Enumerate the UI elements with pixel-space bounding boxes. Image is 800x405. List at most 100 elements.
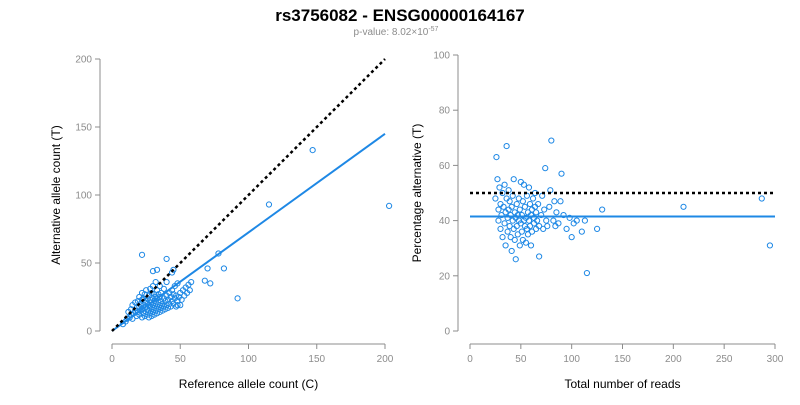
right-x-tick-label: 200 [665,354,682,365]
left-y-tick-label: 100 [75,191,92,202]
left-x-axis-label: Reference allele count (C) [179,377,318,391]
right-data-point [495,206,502,213]
right-data-point [504,228,511,235]
right-data-point [526,200,534,208]
right-x-tick-label: 250 [716,354,733,365]
right-data-point [513,200,520,208]
right-data-point [560,211,567,219]
right-data-point [520,181,527,188]
right-data-point [573,217,580,224]
right-data-point [518,211,525,219]
right-data-point [500,203,507,210]
left-data-point [234,295,241,302]
left-data-point [174,280,181,287]
left-data-point [174,302,181,309]
right-data-point [501,181,508,188]
right-data-point [541,206,548,213]
right-data-point [521,203,529,210]
left-y-axis-label: Alternative allele count (T) [49,125,63,264]
right-data-point [551,198,558,205]
right-data-point [508,247,515,255]
p-value-prefix: p-value: 8.02×10 [354,27,429,38]
left-data-point [160,285,167,292]
right-data-point [680,203,687,210]
right-data-point [503,142,510,150]
right-data-point [515,195,522,202]
chart-title: rs3756082 - ENSG00000164167 [275,6,525,25]
allele-count-plot: 0 50 100 150 200 0 50 100 150 200 Reference allele… [49,55,394,392]
left-data-point [215,250,222,257]
right-data-point [543,217,550,224]
left-y-tick-label: 50 [81,259,93,270]
left-data-point [173,303,180,310]
right-data-point [557,198,564,205]
left-x-tick-label: 50 [175,354,187,365]
left-y-tick-label: 0 [86,327,92,338]
right-data-point [534,217,541,224]
right-data-point [516,206,523,213]
left-data-point [201,277,208,284]
right-y-tick-label: 60 [439,161,451,172]
right-x-tick-label: 0 [467,354,473,365]
right-data-point [553,209,560,216]
left-data-point [174,297,181,305]
right-data-point [758,195,765,202]
left-data-point [309,147,316,154]
left-data-point [385,202,393,209]
right-data-point [566,214,573,221]
left-data-point [170,266,177,273]
right-data-point [563,225,570,232]
right-data-point [558,170,565,177]
right-y-tick-label: 20 [439,271,451,282]
right-y-axis-label: Percentage alternative (T) [410,124,424,263]
right-y-tick-label: 0 [444,327,450,338]
right-data-point [507,211,514,219]
right-y-tick-label: 100 [433,51,450,62]
left-data-point [204,265,211,272]
right-data-point [538,211,545,219]
right-data-point [510,176,517,183]
right-data-point [540,225,547,232]
right-data-point [495,217,502,224]
right-data-point [593,225,601,232]
left-data-point [188,278,195,286]
right-data-point [513,223,520,230]
right-data-point [578,228,585,235]
right-data-point [492,195,499,202]
left-data-point [153,266,161,273]
right-data-point [536,253,543,260]
right-data-point [599,206,606,213]
percentage-plot: 0 50 100 150 200 250 300 0 20 40 60 80 100 Total numb… [410,51,784,392]
right-data-point [518,228,525,235]
right-data-point [501,220,508,227]
right-data-point [536,223,543,230]
right-data-point [497,225,504,232]
left-data-point [177,302,184,309]
right-data-point [529,195,537,202]
right-data-point [528,228,536,235]
left-data-point [143,287,150,294]
right-data-point [532,209,540,216]
right-data-point [546,203,553,210]
right-data-point [511,236,518,244]
right-data-point [496,184,503,191]
left-x-tick-label: 0 [109,354,115,365]
right-data-point [519,198,526,205]
left-data-point [220,265,228,272]
left-data-point [138,251,146,258]
right-data-point [506,223,513,230]
right-data-point [548,137,555,144]
right-x-tick-label: 50 [515,354,527,365]
p-value-label: p-value: 8.02×10-57 [354,26,439,38]
right-data-point [516,242,523,249]
left-data-point [149,268,157,275]
left-data-point [152,278,159,286]
right-data-point [555,220,562,227]
right-data-point [526,223,534,230]
left-y-tick-label: 150 [75,123,92,134]
left-data-point [186,287,193,294]
right-x-axis-label: Total number of reads [564,377,680,391]
right-x-tick-label: 100 [563,354,580,365]
